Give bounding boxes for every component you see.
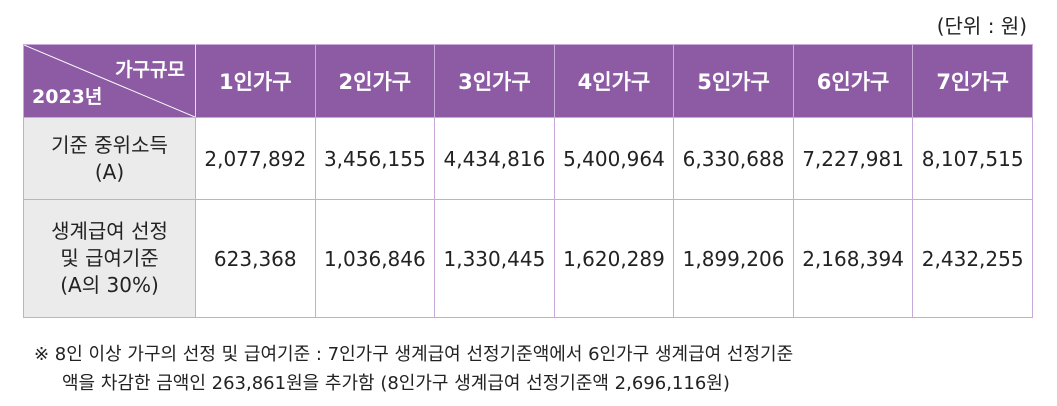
column-header: 7인가구 [912,44,1033,118]
table-cell: 7,227,981 [792,117,914,200]
row-header-line: 기준 중위소득 [51,132,168,157]
table-cell: 5,400,964 [553,117,675,200]
row-header: 생계급여 선정 및 급여기준 (A의 30%) [23,199,196,318]
footnote-line: ※ 8인 이상 가구의 선정 및 급여기준 : 7인가구 생계급여 선정기준액에… [34,344,794,365]
table-row-livelihood-benefit: 생계급여 선정 및 급여기준 (A의 30%) 623,368 1,036,84… [23,199,1033,318]
column-header: 5인가구 [673,44,794,118]
column-header: 3인가구 [434,44,555,118]
footnote-line: 액을 차감한 금액인 263,861원을 추가함 (8인가구 생계급여 선정기준… [62,373,730,394]
unit-label: (단위 : 원) [936,14,1027,38]
column-header: 4인가구 [553,44,675,118]
table-cell: 6,330,688 [673,117,794,200]
column-header: 6인가구 [792,44,914,118]
row-header-line: (A의 30%) [60,273,159,297]
table-cell: 3,456,155 [314,117,436,200]
corner-label-year: 2023년 [32,86,103,108]
table-cell: 2,168,394 [792,199,914,318]
table-cell: 2,432,255 [912,199,1033,318]
table-cell: 1,620,289 [553,199,675,318]
table-row-median-income: 기준 중위소득 (A) 2,077,892 3,456,155 4,434,81… [23,117,1033,200]
row-header-line: (A) [94,159,125,184]
row-header-line: 및 급여기준 [60,246,159,270]
income-standard-table: 가구규모 2023년 1인가구 2인가구 3인가구 4인가구 5인가구 6인가구… [23,44,1033,318]
diagonal-divider [24,45,195,117]
table-cell: 4,434,816 [434,117,555,200]
table-cell: 623,368 [195,199,316,318]
row-header: 기준 중위소득 (A) [23,117,196,200]
row-header-line: 생계급여 선정 [51,219,168,243]
table-cell: 1,330,445 [434,199,555,318]
table-cell: 1,036,846 [314,199,436,318]
table-cell: 1,899,206 [673,199,794,318]
table-cell: 2,077,892 [195,117,316,200]
column-header: 2인가구 [314,44,436,118]
corner-label-household-size: 가구규모 [115,59,185,81]
footnote: ※ 8인 이상 가구의 선정 및 급여기준 : 7인가구 생계급여 선정기준액에… [34,340,1034,398]
table-corner-cell: 가구규모 2023년 [23,44,196,118]
column-header: 1인가구 [195,44,316,118]
table-cell: 8,107,515 [912,117,1033,200]
table-header-row: 가구규모 2023년 1인가구 2인가구 3인가구 4인가구 5인가구 6인가구… [23,44,1033,118]
